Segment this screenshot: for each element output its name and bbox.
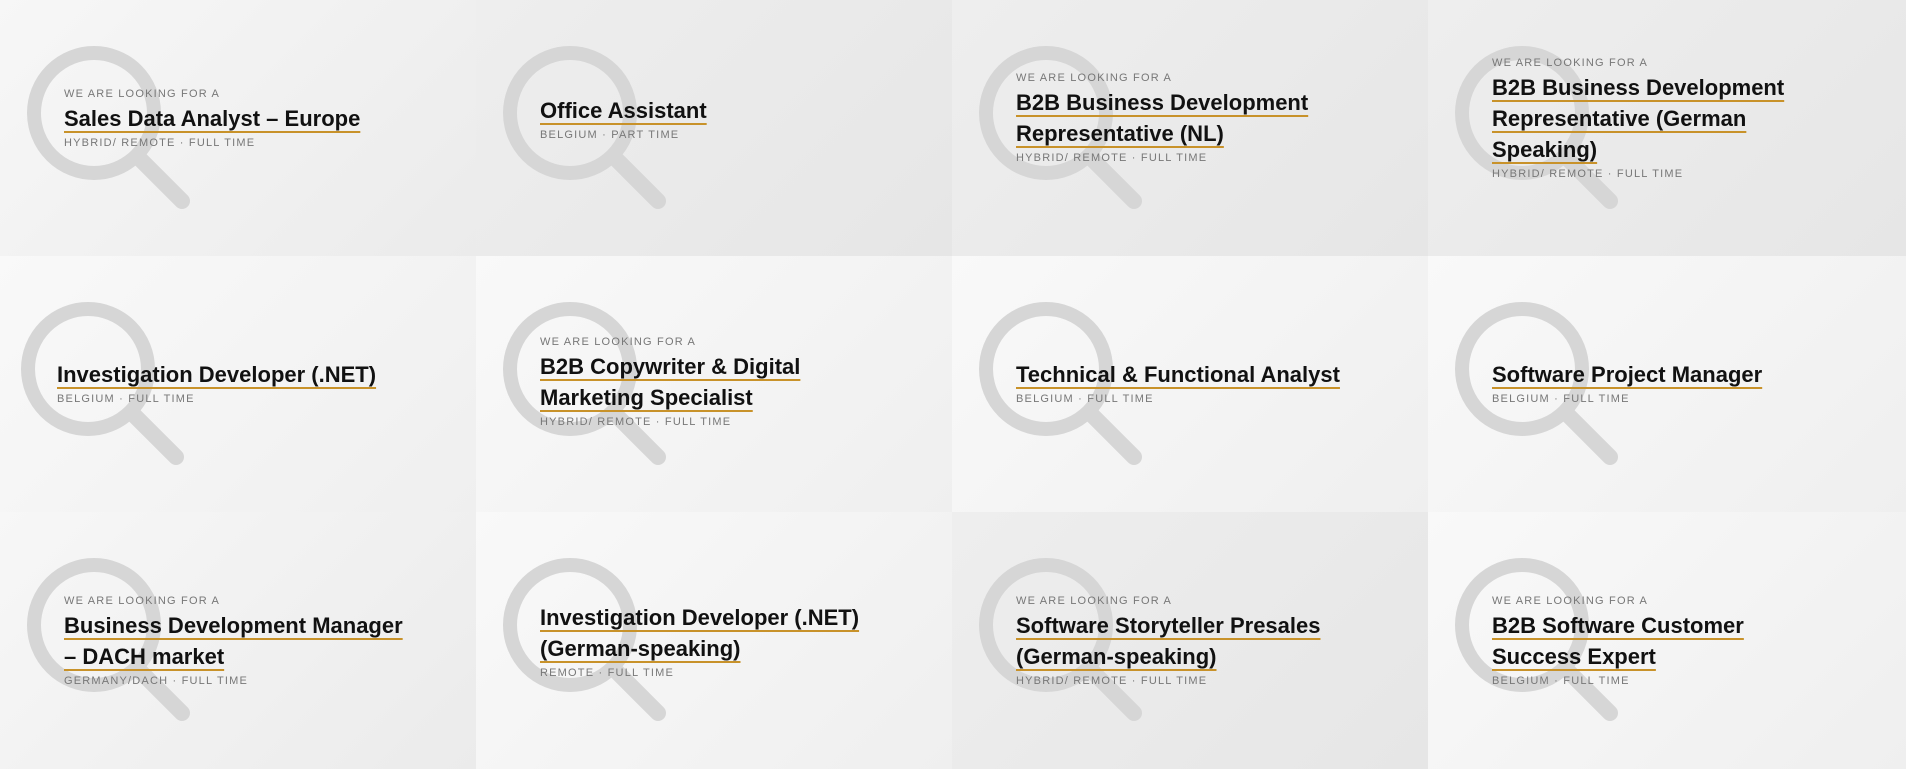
job-title-link[interactable]: Investigation Developer (.NET): [57, 362, 377, 387]
job-card[interactable]: Investigation Developer (.NET) (German-s…: [476, 512, 952, 769]
job-title-link[interactable]: B2B Copywriter & Digital Marketing Speci…: [540, 354, 801, 410]
job-title-link[interactable]: Software Storyteller Presales (German-sp…: [1016, 612, 1321, 669]
job-card[interactable]: Office Assistant BELGIUM · PART TIME: [476, 0, 952, 256]
job-title-link[interactable]: Office Assistant: [540, 98, 707, 123]
job-card[interactable]: WE ARE LOOKING FOR A Business Developmen…: [0, 512, 476, 769]
job-meta: HYBRID/ REMOTE · FULL TIME: [1016, 152, 1208, 164]
job-meta: HYBRID/ REMOTE · FULL TIME: [1016, 674, 1208, 687]
job-title-link[interactable]: Business Development Manager – DACH mark…: [64, 612, 403, 669]
job-kicker: WE ARE LOOKING FOR A: [1016, 594, 1173, 607]
job-title-link[interactable]: B2B Software Customer Success Expert: [1492, 612, 1744, 669]
job-title-link[interactable]: Sales Data Analyst – Europe: [64, 105, 361, 131]
job-title-link[interactable]: B2B Business Development Representative …: [1492, 74, 1785, 162]
job-card[interactable]: WE ARE LOOKING FOR A B2B Business Develo…: [952, 0, 1428, 256]
job-meta: BELGIUM · FULL TIME: [1492, 674, 1630, 687]
job-title-link[interactable]: B2B Business Development Representative …: [1016, 90, 1309, 146]
job-card[interactable]: WE ARE LOOKING FOR A B2B Business Develo…: [1428, 0, 1906, 256]
job-card[interactable]: WE ARE LOOKING FOR A B2B Copywriter & Di…: [476, 256, 952, 512]
job-card[interactable]: Investigation Developer (.NET) BELGIUM ·…: [0, 256, 476, 512]
job-meta: REMOTE · FULL TIME: [540, 667, 675, 679]
job-meta: HYBRID/ REMOTE · FULL TIME: [540, 416, 732, 428]
job-kicker: WE ARE LOOKING FOR A: [64, 594, 221, 607]
job-title-link[interactable]: Software Project Manager: [1492, 362, 1763, 387]
job-card[interactable]: WE ARE LOOKING FOR A Software Storytelle…: [952, 512, 1428, 769]
job-kicker: WE ARE LOOKING FOR A: [64, 87, 221, 100]
job-card[interactable]: WE ARE LOOKING FOR A Sales Data Analyst …: [0, 0, 476, 256]
job-meta: BELGIUM · FULL TIME: [57, 393, 195, 405]
job-kicker: WE ARE LOOKING FOR A: [1492, 594, 1649, 607]
job-kicker: WE ARE LOOKING FOR A: [1016, 72, 1173, 84]
job-kicker: WE ARE LOOKING FOR A: [1492, 56, 1649, 69]
job-title-link[interactable]: Investigation Developer (.NET) (German-s…: [540, 605, 860, 661]
job-meta: HYBRID/ REMOTE · FULL TIME: [1492, 167, 1684, 180]
job-meta: BELGIUM · PART TIME: [540, 129, 680, 141]
job-meta: HYBRID/ REMOTE · FULL TIME: [64, 136, 256, 149]
job-meta: BELGIUM · FULL TIME: [1016, 393, 1154, 405]
job-title-link[interactable]: Technical & Functional Analyst: [1016, 362, 1340, 387]
job-meta: BELGIUM · FULL TIME: [1492, 393, 1630, 405]
job-card[interactable]: Software Project Manager BELGIUM · FULL …: [1428, 256, 1906, 512]
job-meta: GERMANY/DACH · FULL TIME: [64, 674, 249, 687]
job-card[interactable]: WE ARE LOOKING FOR A B2B Software Custom…: [1428, 512, 1906, 769]
job-card[interactable]: Technical & Functional Analyst BELGIUM ·…: [952, 256, 1428, 512]
job-kicker: WE ARE LOOKING FOR A: [540, 336, 697, 348]
